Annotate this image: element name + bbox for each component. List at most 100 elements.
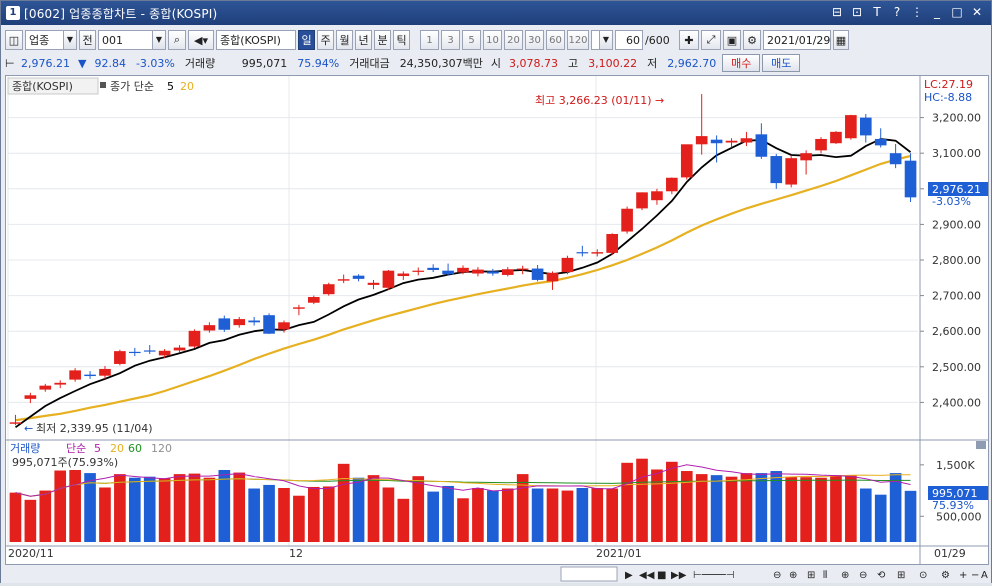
expand-icon[interactable]: ⊞ [897, 570, 905, 581]
volume-bar [501, 488, 514, 542]
chevron-down-icon: ▼ [599, 31, 612, 49]
volume-bar [457, 498, 469, 542]
interval-button-20[interactable]: 20 [504, 30, 523, 50]
volume-bar [397, 498, 410, 542]
minus-icon[interactable]: − [971, 570, 979, 581]
interval-button-10[interactable]: 10 [483, 30, 502, 50]
volume-bar [278, 488, 290, 542]
scroll-right-icon[interactable]: ▶ [625, 570, 633, 581]
candle-body [427, 267, 439, 270]
draw-tool-icon[interactable]: ⤢ [701, 30, 721, 50]
interval-button-1[interactable]: 1 [420, 30, 439, 50]
last-price-label: 2,976.21 [932, 183, 981, 196]
volume-label: 거래량 [184, 57, 216, 70]
volume-bar [695, 474, 708, 542]
market-select[interactable]: 업종 ▼ [25, 30, 77, 50]
volume-bar [800, 477, 812, 542]
period-tab-year[interactable]: 년 [355, 30, 372, 50]
volume-bar [576, 488, 589, 542]
help-icon[interactable]: ? [893, 5, 901, 19]
zoom-out-minus-icon[interactable]: ⊖ [859, 570, 867, 581]
period-tab-month[interactable]: 월 [336, 30, 353, 50]
text-icon[interactable]: T [873, 5, 881, 19]
change-arrow-icon: ▼ [77, 56, 87, 70]
magnifier-icon[interactable]: ⊙ [919, 570, 927, 581]
candle [412, 267, 425, 276]
candle-body [173, 347, 186, 351]
candle-body [39, 385, 52, 390]
price-volume-chart[interactable]: 2,400.00 2,500.00 2,600.00 2,700.00 2,800.00… [6, 76, 988, 564]
period-tab-day[interactable]: 일 [298, 30, 315, 50]
save-icon[interactable]: ▣ [723, 30, 741, 50]
plus-icon[interactable]: + [959, 570, 967, 581]
candle-body [143, 350, 156, 352]
change-percent: -3.03% [135, 56, 175, 70]
volume-bar [158, 478, 171, 542]
title-bar-controls: ⊟ ⊡ T ? ⋮ _ □ ✕ [829, 4, 985, 20]
rewind-icon[interactable]: ◀◀ [639, 570, 655, 581]
period-tab-tick[interactable]: 틱 [393, 30, 410, 50]
volume-bar [114, 474, 126, 542]
high-label: 고 [568, 57, 579, 70]
candle-body [621, 208, 633, 232]
horizontal-scrollbar[interactable] [560, 566, 618, 582]
candle-body [442, 270, 454, 275]
zoom-slider-icon[interactable]: ⊢────⊣ [693, 570, 735, 581]
restore-icon[interactable]: ⊟ [831, 5, 843, 19]
chart-type-icon[interactable]: ⊞ [807, 570, 815, 581]
candle [54, 380, 67, 389]
crosshair-icon[interactable]: ✚ [679, 30, 699, 50]
interval-button-60[interactable]: 60 [546, 30, 565, 50]
volume-panel-close-icon[interactable] [976, 441, 986, 449]
candle [293, 304, 305, 316]
volume-bar [54, 470, 67, 542]
interval-button-3[interactable]: 3 [441, 30, 460, 50]
period-tab-minute[interactable]: 분 [374, 30, 391, 50]
candle [546, 271, 559, 290]
candle-body [367, 282, 380, 285]
calendar-icon[interactable]: ▦ [833, 30, 849, 50]
forward-icon[interactable]: ▶▶ [671, 570, 687, 581]
volume-bar [248, 488, 260, 542]
link-icon[interactable]: ⊡ [851, 5, 863, 19]
zoom-out-icon[interactable]: ⊖ [773, 570, 781, 581]
search-icon[interactable]: ⌕ [168, 30, 186, 50]
volume-bar [710, 475, 723, 542]
code-input[interactable]: 001 ▼ [98, 30, 166, 50]
more-icon[interactable]: ⋮ [911, 5, 923, 19]
zoom-in-icon[interactable]: ⊕ [789, 570, 797, 581]
close-icon[interactable]: ✕ [971, 5, 983, 19]
volume-bar [352, 477, 365, 542]
font-size-icon[interactable]: A [981, 570, 988, 581]
interval-button-5[interactable]: 5 [462, 30, 481, 50]
period-tab-week[interactable]: 주 [317, 30, 334, 50]
stop-icon[interactable]: ■ [657, 570, 666, 581]
sell-button[interactable]: 매도 [762, 54, 801, 72]
candle [322, 282, 335, 296]
maximize-icon[interactable]: □ [951, 5, 963, 19]
zoom-in-plus-icon[interactable]: ⊕ [841, 570, 849, 581]
chart-area[interactable]: 2,400.00 2,500.00 2,600.00 2,700.00 2,800.00… [5, 75, 989, 565]
gear-icon[interactable]: ⚙ [743, 30, 761, 50]
interval-button-30[interactable]: 30 [525, 30, 544, 50]
prev-button[interactable]: 전 [79, 30, 96, 50]
interval-button-120[interactable]: 120 [567, 30, 589, 50]
candle-body [710, 139, 723, 144]
volume-bar [680, 471, 693, 542]
interval-select[interactable]: ▼ [591, 30, 613, 50]
date-input[interactable]: 2021/01/29 [763, 30, 831, 50]
open-value: 3,078.73 [509, 56, 559, 70]
reset-icon[interactable]: ⟲ [877, 570, 886, 581]
candle [382, 269, 395, 290]
settings-icon[interactable]: ⚙ [941, 570, 950, 581]
count-input[interactable]: 60 [615, 30, 643, 50]
candle-body [695, 136, 708, 145]
speaker-icon[interactable]: ◀▾ [188, 30, 214, 50]
minimize-icon[interactable]: _ [934, 5, 940, 19]
candle-icon[interactable]: ⫴ [823, 570, 827, 581]
buy-button[interactable]: 매수 [722, 54, 761, 72]
candle [695, 94, 708, 155]
candle [710, 135, 723, 163]
candle [472, 267, 484, 277]
window-list-icon[interactable]: ◫ [5, 30, 23, 50]
